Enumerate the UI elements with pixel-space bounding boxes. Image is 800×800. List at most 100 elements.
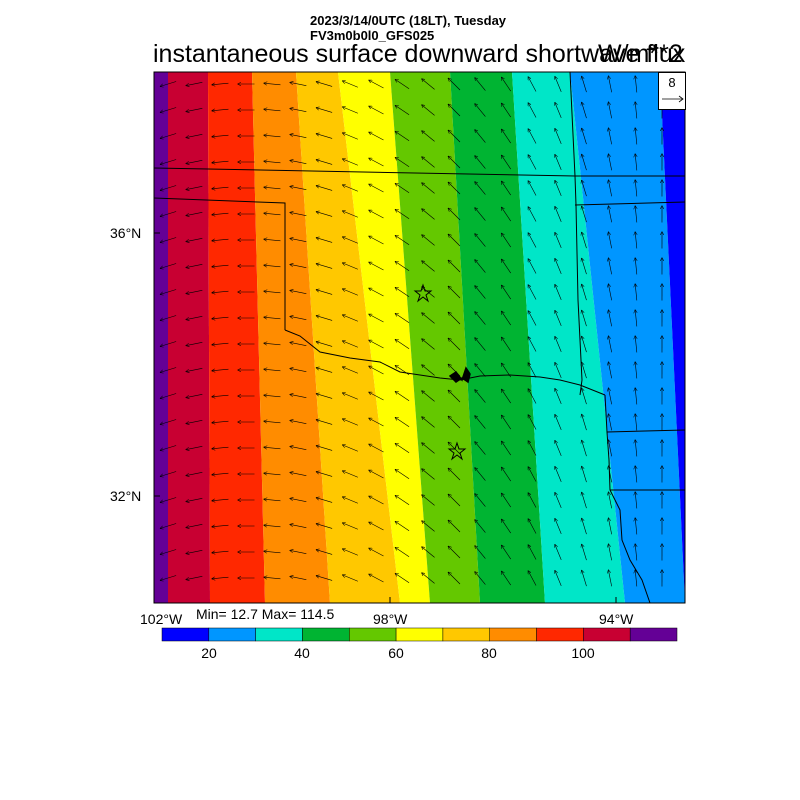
wind-vector (212, 447, 229, 449)
wind-vector (369, 470, 384, 479)
wind-vector (635, 336, 637, 353)
wind-vector (369, 340, 384, 349)
wind-vector (421, 495, 435, 506)
wind-vector (395, 105, 410, 115)
lat-label-32n: 32°N (110, 488, 142, 504)
wind-vector (160, 445, 177, 451)
wind-vector (342, 185, 358, 192)
wind-vector (264, 395, 281, 397)
wind-vector (316, 212, 333, 217)
wind-vector (475, 155, 486, 169)
wind-vector (290, 160, 307, 164)
wind-vector (448, 234, 461, 247)
wind-vector (608, 414, 612, 431)
wind-vector (448, 442, 461, 455)
wind-vector (635, 440, 637, 457)
wind-vector (186, 160, 203, 163)
colorbar-swatch (489, 627, 537, 642)
colorbar-swatch (536, 627, 584, 642)
wind-vector (608, 518, 612, 535)
wind-vector (421, 417, 435, 428)
wind-vector (160, 185, 177, 191)
wind-vector (555, 232, 562, 248)
wind-vector (342, 575, 358, 582)
wind-vector (395, 313, 410, 323)
wind-vector (212, 135, 229, 137)
wind-vector (290, 472, 307, 476)
wind-vector (555, 128, 562, 144)
wind-vector (501, 285, 511, 300)
wind-vector (448, 546, 461, 559)
wind-vector (395, 235, 410, 245)
wind-vector (212, 499, 229, 501)
wind-vector (582, 518, 587, 535)
wind-vector (316, 446, 333, 451)
colorbar-swatch (208, 627, 256, 642)
wind-vector (635, 180, 637, 197)
lon-label-94w: 94°W (599, 611, 634, 627)
wind-vector (528, 233, 537, 248)
wind-vector (635, 128, 637, 145)
wind-vector (186, 394, 203, 397)
wind-vector (212, 83, 229, 85)
wind-vector (342, 133, 358, 140)
wind-vector (635, 466, 637, 483)
wind-vector (448, 182, 461, 195)
wind-vector (421, 547, 435, 558)
wind-vector (501, 545, 511, 560)
wind-vector (475, 571, 486, 585)
wind-vector (160, 497, 177, 503)
wind-vector (582, 102, 587, 119)
flux-band (450, 72, 545, 603)
wind-vector (555, 180, 562, 196)
wind-vector (555, 388, 562, 404)
wind-vector (264, 369, 281, 371)
wind-vector (528, 103, 537, 118)
lon-label-102w: 102°W (140, 611, 183, 627)
wind-vector (555, 414, 562, 430)
wind-vector (528, 285, 537, 300)
flux-band (296, 72, 400, 603)
wind-vector (555, 466, 562, 482)
station-marker-north (413, 283, 433, 303)
wind-vector (290, 134, 307, 138)
wind-vectors (160, 76, 662, 587)
wind-vector (608, 232, 612, 249)
wind-vector (395, 547, 410, 557)
wind-vector (608, 440, 612, 457)
wind-vector (501, 415, 511, 430)
wind-vector (264, 187, 281, 189)
wind-vector (501, 519, 511, 534)
wind-vector (582, 336, 587, 353)
wind-vector (316, 290, 333, 295)
wind-vector (264, 447, 281, 449)
wind-vector (369, 80, 384, 89)
wind-vector (395, 443, 410, 453)
wind-vector (264, 499, 281, 501)
wind-vector (160, 289, 177, 295)
wind-vector (448, 390, 461, 403)
wind-vector (395, 573, 410, 583)
colorbar (161, 627, 678, 642)
colorbar-label-100: 100 (571, 645, 595, 661)
wind-vector (395, 261, 410, 271)
vector-key: 8 (658, 72, 686, 110)
tick-marks (154, 232, 617, 603)
wind-vector (290, 186, 307, 190)
wind-vector (160, 393, 177, 399)
wind-vector (635, 284, 637, 301)
wind-vector (290, 212, 307, 216)
wind-vector (316, 186, 333, 191)
wind-vector (290, 446, 307, 450)
colorbar-swatch (395, 627, 444, 642)
wind-vector (582, 362, 587, 379)
wind-vector (475, 545, 486, 559)
wind-vector (448, 572, 461, 585)
wind-vector (475, 77, 486, 91)
wind-vector (264, 239, 281, 241)
wind-vector (212, 265, 229, 267)
wind-vector (369, 132, 384, 141)
wind-vector (635, 232, 637, 249)
wind-vector (555, 206, 562, 222)
wind-vector (475, 285, 486, 299)
